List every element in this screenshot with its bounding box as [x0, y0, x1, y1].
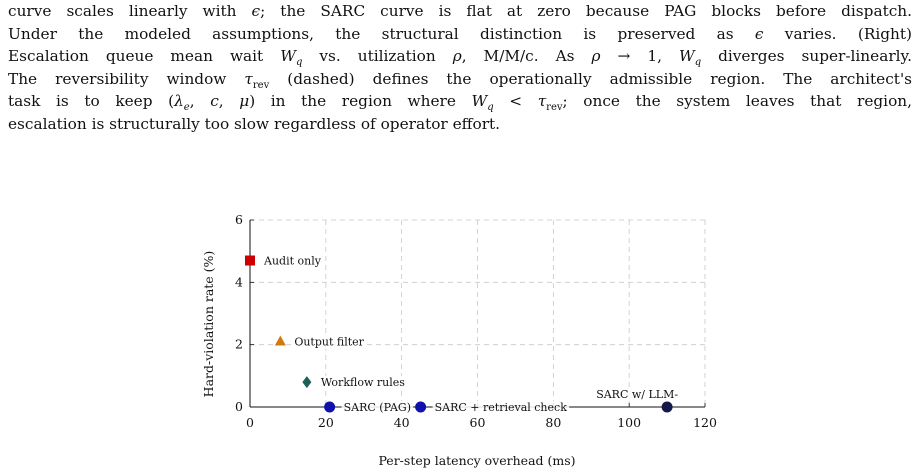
x-tick-label: 100 [617, 415, 641, 430]
data-point-label: Audit only [263, 255, 322, 268]
data-point-square [245, 255, 255, 266]
data-points [245, 255, 673, 413]
label-background [594, 388, 681, 401]
x-tick-label: 120 [693, 415, 717, 430]
label-background [432, 401, 570, 414]
x-tick-label: 60 [470, 415, 486, 430]
y-tick-label: 4 [235, 274, 243, 289]
caption-line: Under the modeled assumptions, the struc… [8, 24, 912, 43]
point-labels: Audit only Output filter Workflow rules SAR… [261, 254, 681, 414]
data-point-label: SARC w/ LLM- [596, 388, 678, 401]
x-tick-label: 40 [394, 415, 410, 430]
y-tick-label: 2 [235, 337, 243, 352]
data-point-label: Workflow rules [321, 376, 405, 389]
caption-line: escalation is structurally too slow rega… [8, 114, 501, 133]
label-background [261, 254, 324, 268]
caption-line: The reversibility window τrev (dashed) d… [8, 69, 913, 91]
x-tick-label: 80 [545, 415, 561, 430]
data-point-circle [415, 401, 427, 413]
x-axis-label: Per-step latency overhead (ms) [378, 453, 575, 468]
data-point-label: SARC (PAG) [344, 401, 411, 414]
label-background [341, 401, 414, 414]
label-background [318, 376, 408, 390]
data-point-diamond [302, 376, 312, 389]
caption-line: curve scales linearly with ϵ; the SARC c… [8, 2, 912, 20]
tick-labels: 0 20 40 60 80 100 120 0 2 4 6 [235, 212, 717, 430]
data-point-label: Output filter [294, 336, 364, 349]
figure-caption: curve scales linearly with ϵ; the SARC c… [8, 0, 912, 135]
data-point-circle [324, 401, 336, 413]
label-background [292, 335, 367, 349]
data-point-triangle [274, 335, 286, 346]
y-tick-label: 6 [235, 212, 243, 227]
caption-line: task is to keep (λe, c, μ) in the region… [8, 92, 912, 114]
x-tick-label: 20 [318, 415, 334, 430]
data-point-circle [661, 401, 673, 413]
y-tick-label: 0 [235, 399, 243, 414]
x-tick-label: 0 [246, 415, 254, 430]
grid-lines [250, 219, 706, 407]
y-axis-label: Hard-violation rate (%) [201, 251, 216, 398]
caption-line: Escalation queue mean wait Wq vs. utiliz… [8, 47, 912, 69]
data-point-label: SARC + retrieval check [435, 401, 568, 414]
